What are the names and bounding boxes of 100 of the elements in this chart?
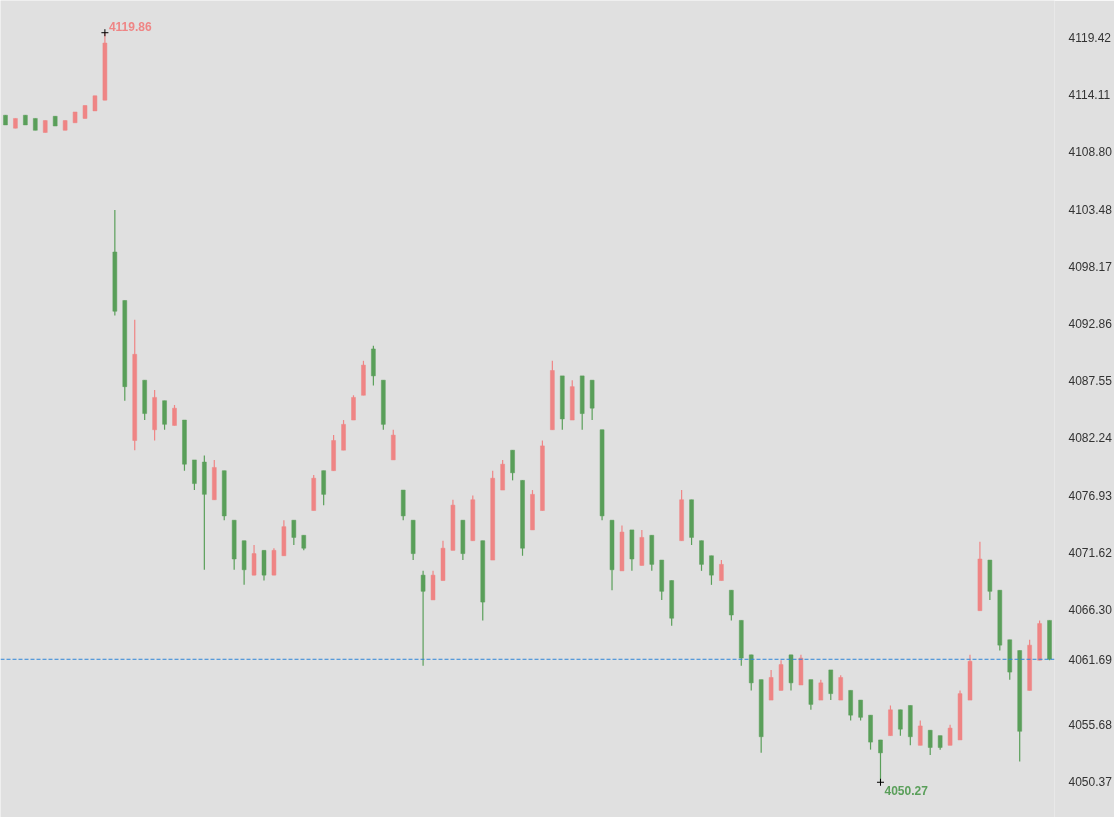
candlestick bbox=[82, 104, 88, 120]
candlestick bbox=[231, 519, 237, 571]
candlestick bbox=[589, 379, 595, 421]
candlestick bbox=[530, 489, 535, 531]
candlestick bbox=[908, 704, 913, 746]
candlestick bbox=[579, 375, 585, 431]
candlestick bbox=[848, 689, 853, 722]
y-tick-label: 4098.17 bbox=[1068, 259, 1113, 274]
y-tick-label: 4071.62 bbox=[1068, 545, 1113, 560]
candlestick bbox=[927, 729, 933, 756]
candlestick bbox=[1037, 619, 1042, 661]
candlestick bbox=[748, 654, 754, 691]
candlestick bbox=[679, 489, 684, 542]
candlestick bbox=[629, 529, 635, 572]
candlestick bbox=[440, 540, 446, 582]
y-tick-label: 4055.68 bbox=[1068, 717, 1113, 732]
candlestick bbox=[371, 345, 376, 387]
candlestick bbox=[182, 419, 187, 472]
candlestick bbox=[550, 360, 555, 431]
candlestick bbox=[619, 525, 625, 572]
candlestick bbox=[391, 429, 396, 461]
candlestick bbox=[669, 579, 674, 627]
y-tick-label: 4076.93 bbox=[1068, 488, 1113, 503]
candlestick bbox=[490, 470, 495, 561]
candlestick bbox=[898, 709, 903, 737]
candlestick bbox=[172, 404, 177, 427]
candlestick bbox=[689, 499, 694, 546]
candlestick bbox=[112, 209, 118, 317]
candlestick bbox=[470, 494, 476, 542]
candlestick bbox=[192, 459, 197, 491]
candlestick bbox=[719, 559, 724, 582]
candlestick bbox=[62, 120, 68, 131]
candlestick bbox=[291, 519, 297, 546]
candlestick bbox=[212, 459, 217, 501]
y-tick-label: 4066.30 bbox=[1068, 603, 1113, 618]
candlestick bbox=[430, 570, 436, 601]
candlestick bbox=[281, 519, 287, 557]
candlestick bbox=[1007, 639, 1012, 681]
candlestick bbox=[858, 699, 863, 722]
candlestick bbox=[410, 519, 416, 561]
candlestick bbox=[947, 724, 953, 746]
candlestick bbox=[500, 459, 505, 491]
candlestick bbox=[798, 654, 804, 686]
candlestick bbox=[818, 679, 824, 701]
candlestick bbox=[987, 559, 993, 601]
candlestick bbox=[778, 659, 784, 691]
candlestick bbox=[977, 541, 983, 612]
candlestick bbox=[311, 474, 316, 512]
y-tick-label: 4082.24 bbox=[1068, 431, 1113, 446]
y-tick-label: 4119.42 bbox=[1068, 30, 1112, 45]
candlestick bbox=[808, 679, 814, 711]
y-tick-label: 4103.48 bbox=[1068, 202, 1113, 217]
candlestick bbox=[72, 111, 78, 124]
candlestick bbox=[599, 429, 605, 521]
candlestick bbox=[321, 470, 326, 506]
candlestick bbox=[420, 570, 426, 667]
candlestick bbox=[699, 540, 704, 572]
candlestick bbox=[480, 540, 485, 621]
candlestick bbox=[1017, 649, 1022, 763]
candlestick bbox=[271, 547, 277, 576]
candlestick bbox=[758, 679, 764, 754]
candlestick bbox=[341, 419, 346, 451]
annotation: 4050.27 bbox=[884, 784, 929, 799]
candlestick bbox=[639, 529, 645, 567]
y-tick-label: 4087.55 bbox=[1068, 374, 1113, 389]
candlestick bbox=[570, 379, 575, 421]
candlestick bbox=[92, 95, 98, 112]
candlestick bbox=[152, 389, 157, 442]
candlestick bbox=[351, 394, 356, 421]
candlestick bbox=[520, 479, 525, 557]
candlestick bbox=[361, 360, 366, 396]
candlestick bbox=[888, 704, 893, 737]
candlestick bbox=[649, 534, 655, 572]
annotation: 4119.86 bbox=[108, 19, 152, 34]
candlestick bbox=[122, 299, 128, 402]
candlestick bbox=[918, 719, 923, 746]
candlestick bbox=[997, 589, 1003, 652]
candlestick bbox=[659, 559, 664, 601]
candlestick bbox=[560, 375, 565, 431]
candlestick bbox=[709, 555, 714, 586]
y-tick-label: 4050.37 bbox=[1068, 774, 1113, 789]
candlestick bbox=[261, 549, 267, 582]
candlestick bbox=[729, 589, 734, 621]
candlestick bbox=[868, 714, 873, 751]
candlestick bbox=[788, 654, 794, 691]
candlestick bbox=[460, 519, 466, 561]
candlestick bbox=[400, 489, 406, 521]
candlestick bbox=[142, 379, 147, 421]
candlestick bbox=[162, 400, 167, 431]
candlestick bbox=[768, 669, 774, 701]
y-tick-label: 4092.86 bbox=[1068, 317, 1113, 332]
candlestick bbox=[739, 619, 744, 667]
candlestick bbox=[828, 669, 834, 701]
candlestick bbox=[957, 689, 963, 741]
candlestick bbox=[331, 434, 336, 472]
candlestick bbox=[450, 499, 456, 551]
candlestick bbox=[967, 654, 973, 701]
candlestick bbox=[221, 470, 227, 521]
candlestick bbox=[251, 544, 257, 576]
candlestick bbox=[241, 540, 247, 586]
